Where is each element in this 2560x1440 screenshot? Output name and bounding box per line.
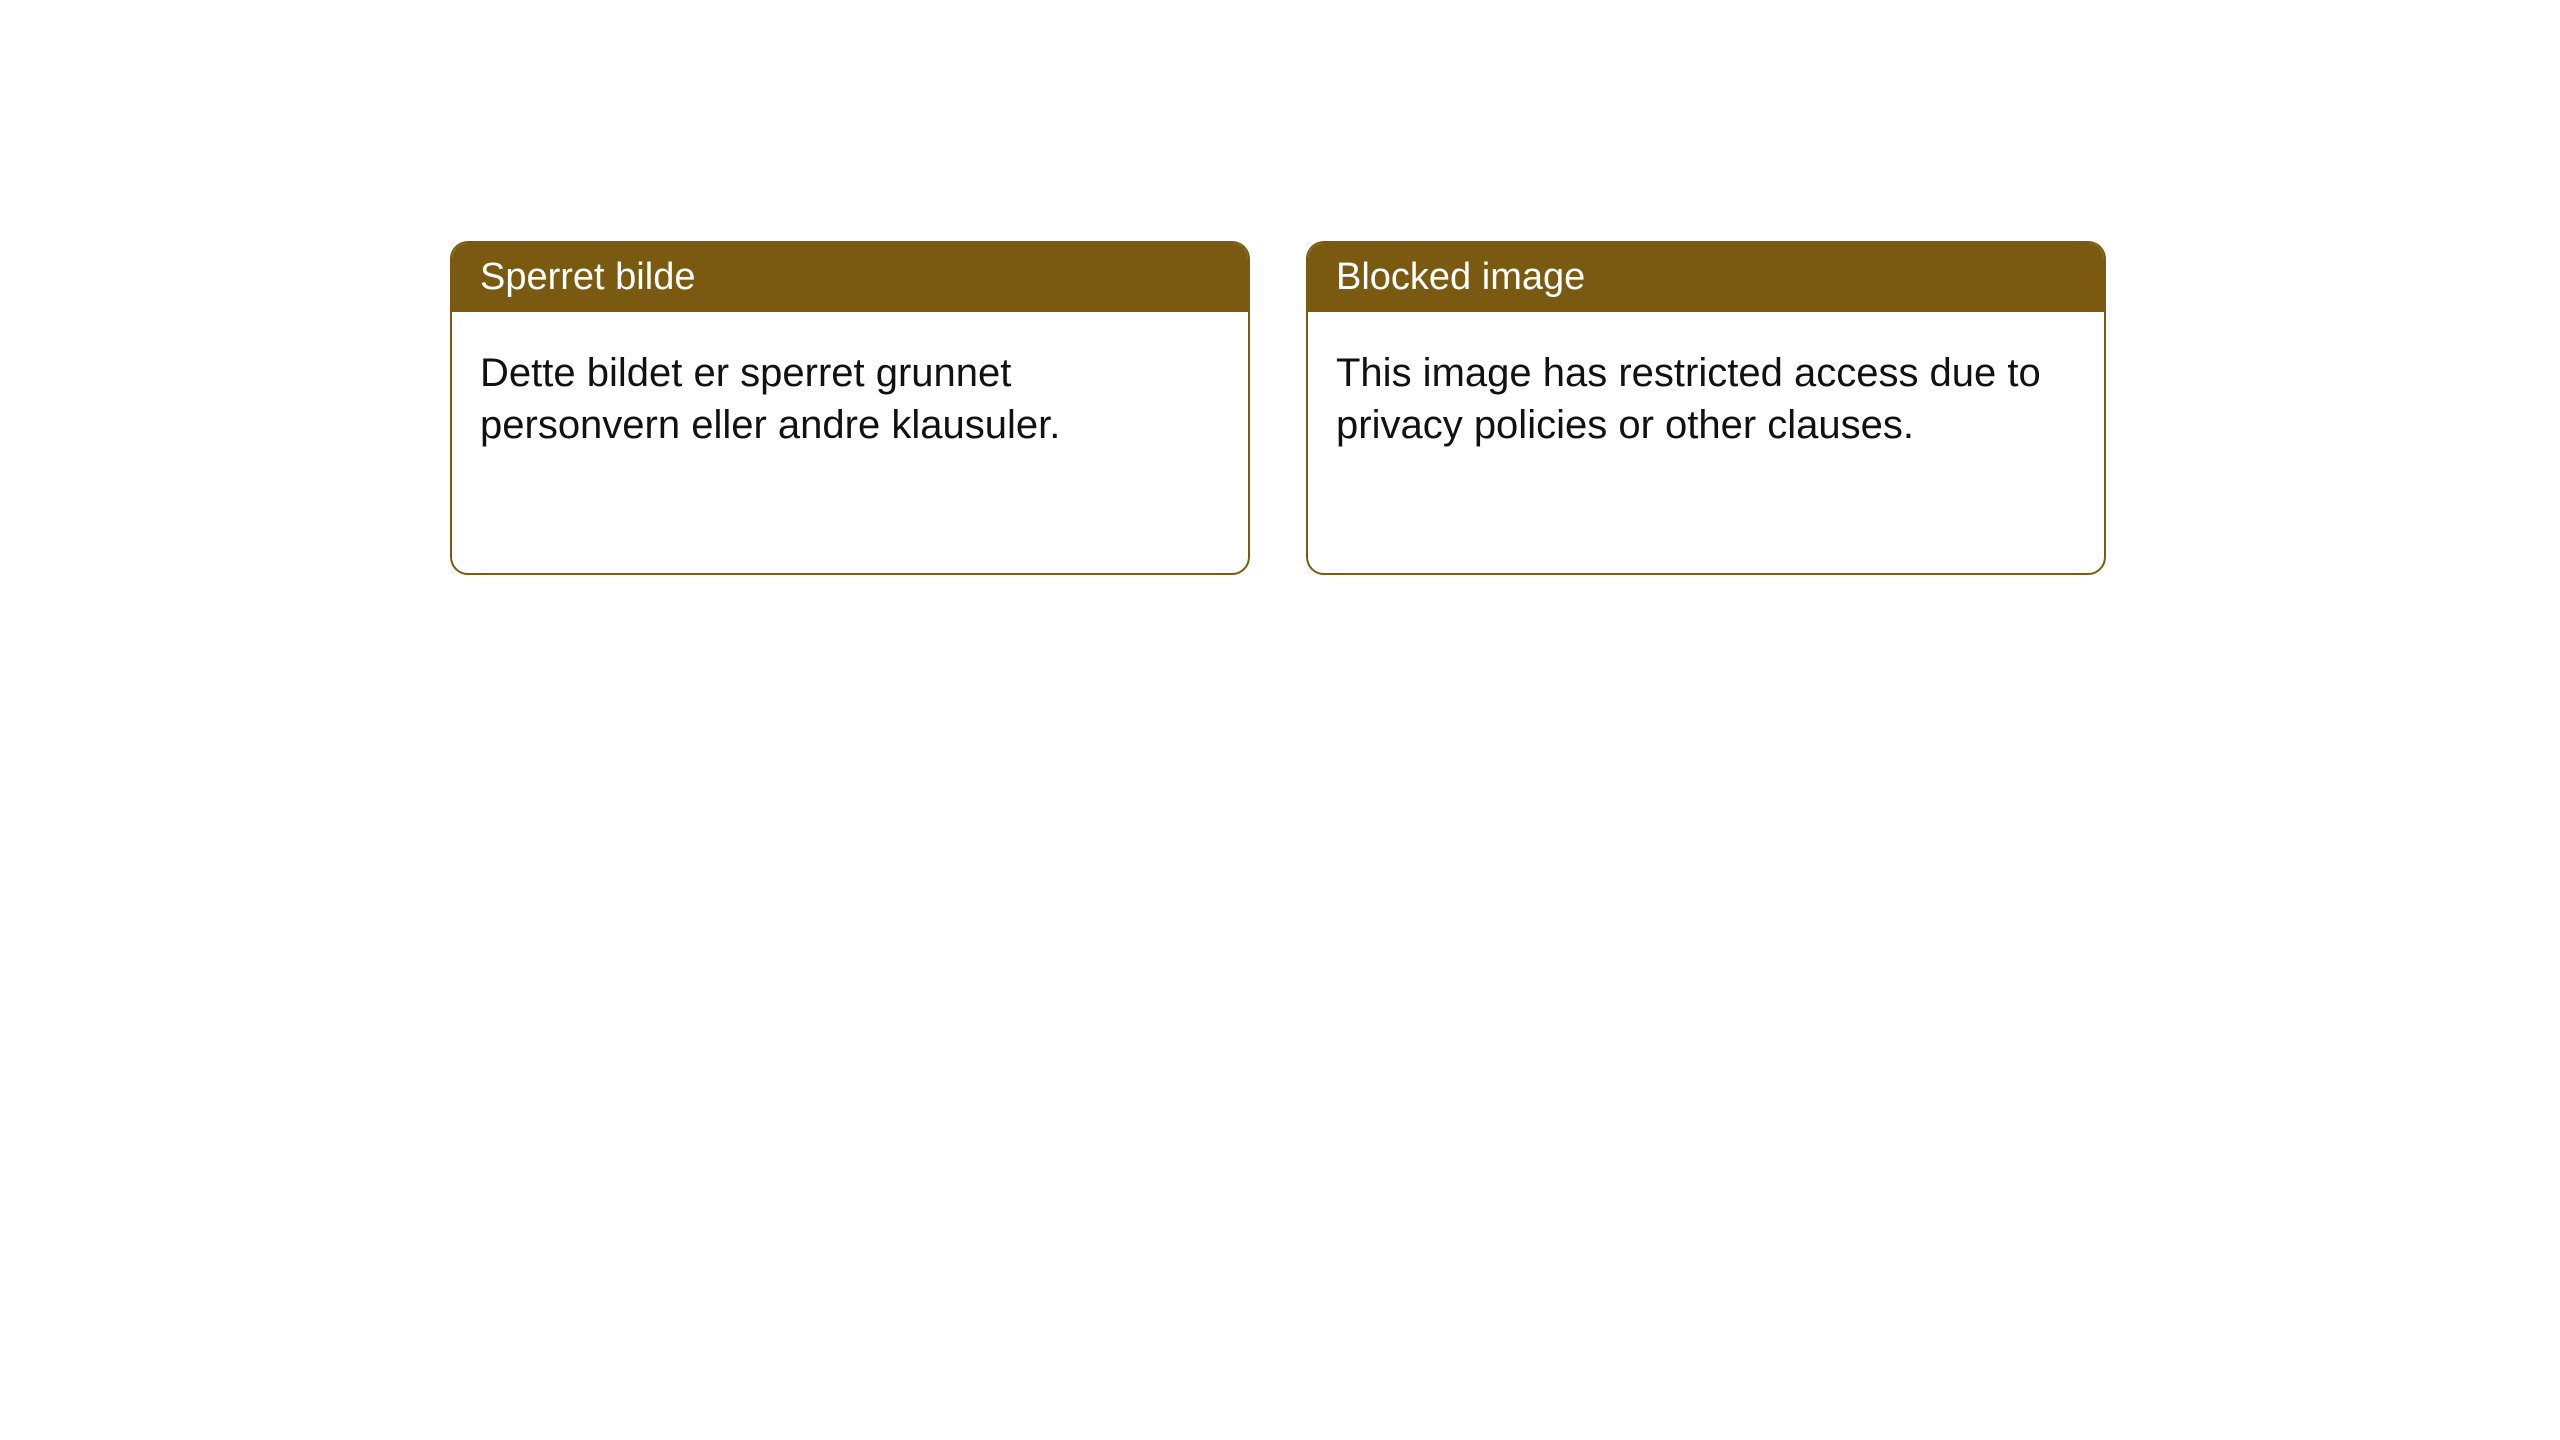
notice-header-text: Sperret bilde xyxy=(480,256,695,298)
notice-card-english: Blocked image This image has restricted … xyxy=(1306,241,2106,575)
notice-body: Dette bildet er sperret grunnet personve… xyxy=(452,312,1248,486)
notice-body-text: Dette bildet er sperret grunnet personve… xyxy=(480,351,1060,446)
notice-card-norwegian: Sperret bilde Dette bildet er sperret gr… xyxy=(450,241,1250,575)
notice-header: Sperret bilde xyxy=(452,243,1248,312)
notice-header-text: Blocked image xyxy=(1336,256,1585,298)
notice-body: This image has restricted access due to … xyxy=(1308,312,2104,486)
notice-header: Blocked image xyxy=(1308,243,2104,312)
notice-body-text: This image has restricted access due to … xyxy=(1336,351,2041,446)
blocked-image-notices: Sperret bilde Dette bildet er sperret gr… xyxy=(450,241,2106,575)
